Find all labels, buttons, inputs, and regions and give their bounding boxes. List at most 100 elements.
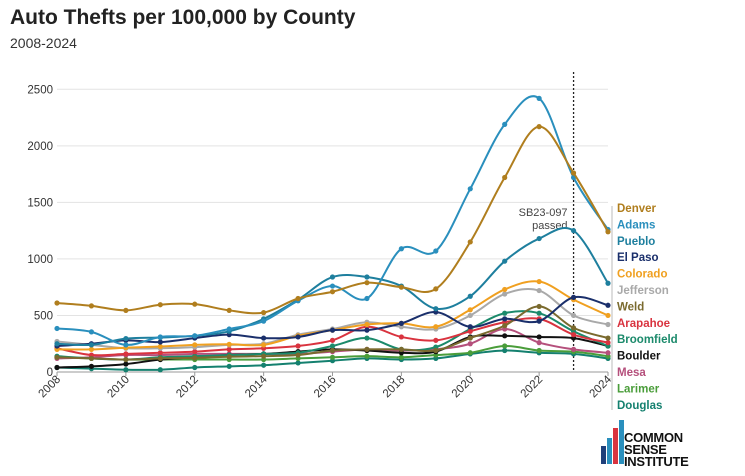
- data-point-douglas: [123, 367, 129, 373]
- logo-line-3: INSTITUTE: [624, 454, 689, 469]
- data-point-adams: [364, 295, 370, 302]
- data-point-denver: [536, 124, 542, 130]
- data-point-arapahoe: [433, 337, 439, 343]
- data-point-adams: [157, 334, 163, 340]
- data-point-denver: [364, 280, 370, 286]
- data-point-el-paso: [605, 302, 611, 308]
- data-point-boulder: [123, 361, 129, 367]
- data-point-pueblo: [54, 341, 60, 347]
- data-point-adams: [329, 283, 336, 289]
- data-point-arapahoe: [295, 343, 301, 349]
- data-point-boulder: [54, 364, 60, 371]
- data-point-colorado: [467, 307, 473, 313]
- data-point-larimer: [502, 343, 508, 349]
- data-point-weld: [261, 353, 267, 359]
- data-point-jefferson: [570, 312, 577, 319]
- data-point-arapahoe: [329, 337, 336, 343]
- data-point-adams: [502, 121, 508, 127]
- x-tick-label: 2022: [519, 374, 546, 401]
- data-point-boulder: [536, 334, 542, 340]
- data-point-el-paso: [329, 327, 336, 333]
- data-point-adams: [261, 318, 267, 324]
- data-point-weld: [467, 335, 473, 341]
- data-point-denver: [54, 300, 60, 306]
- data-point-denver: [605, 229, 611, 235]
- data-point-pueblo: [329, 274, 336, 280]
- data-point-denver: [261, 310, 267, 316]
- data-point-arapahoe: [398, 334, 404, 340]
- data-point-larimer: [329, 354, 336, 360]
- data-point-douglas: [192, 364, 198, 371]
- data-point-boulder: [88, 363, 95, 369]
- x-tick-label: 2016: [312, 374, 339, 401]
- data-point-adams: [398, 246, 404, 252]
- data-point-douglas: [261, 362, 267, 368]
- y-tick-label: 2000: [27, 141, 53, 153]
- data-point-colorado: [605, 312, 611, 319]
- data-point-pueblo: [433, 306, 439, 312]
- series-el-paso: [54, 294, 611, 349]
- data-point-weld: [123, 356, 129, 363]
- data-point-el-paso: [261, 335, 267, 341]
- x-tick-label: 2020: [450, 374, 477, 401]
- y-tick-label: 0: [47, 367, 53, 379]
- data-point-colorado: [433, 324, 439, 330]
- data-point-colorado: [157, 343, 163, 350]
- data-point-larimer: [536, 347, 542, 354]
- data-point-pueblo: [364, 274, 370, 280]
- y-tick-label: 500: [34, 310, 53, 322]
- data-point-el-paso: [502, 316, 508, 322]
- data-point-el-paso: [398, 320, 404, 326]
- data-point-denver: [123, 307, 129, 313]
- data-point-adams: [88, 329, 95, 335]
- data-point-colorado: [261, 342, 267, 348]
- data-point-pueblo: [88, 342, 95, 348]
- data-point-jefferson: [536, 287, 542, 294]
- data-point-adams: [433, 248, 439, 254]
- x-tick-label: 2018: [381, 374, 408, 401]
- legend-item-douglas: Douglas: [617, 400, 662, 412]
- x-tick-label: 2024: [588, 373, 615, 400]
- data-point-weld: [502, 323, 508, 329]
- data-point-adams: [54, 325, 60, 332]
- data-point-denver: [433, 286, 439, 292]
- chart-title: Auto Thefts per 100,000 by County: [10, 6, 356, 29]
- data-point-el-paso: [467, 324, 473, 330]
- data-point-el-paso: [364, 327, 370, 333]
- data-point-denver: [192, 301, 198, 307]
- annotation-label-line-1: SB23-097: [519, 207, 568, 219]
- y-axis: 0 500 1000 1500 2000 2500: [27, 84, 53, 379]
- logo-line-2: SENSE: [624, 442, 667, 457]
- data-point-adams: [536, 95, 542, 101]
- data-point-denver: [570, 170, 577, 176]
- data-point-el-paso: [157, 339, 163, 345]
- data-point-weld: [329, 347, 336, 354]
- logo-line-1: COMMON: [624, 430, 683, 445]
- legend-item-el-paso: El Paso: [617, 252, 659, 264]
- data-point-douglas: [157, 367, 163, 373]
- data-point-colorado: [364, 321, 370, 328]
- legend-item-broomfield: Broomfield: [617, 334, 678, 346]
- data-point-mesa: [605, 350, 611, 356]
- data-point-arapahoe: [157, 350, 163, 356]
- legend-item-colorado: Colorado: [617, 269, 667, 281]
- legend-item-denver: Denver: [617, 203, 657, 215]
- data-point-arapahoe: [123, 351, 129, 357]
- data-point-adams: [226, 326, 232, 332]
- data-point-arapahoe: [467, 328, 473, 334]
- data-point-denver: [329, 289, 336, 295]
- data-point-denver: [88, 303, 95, 309]
- data-point-denver: [467, 239, 473, 245]
- data-point-jefferson: [502, 291, 508, 297]
- data-point-pueblo: [570, 228, 577, 234]
- data-point-mesa: [536, 340, 542, 346]
- data-point-denver: [398, 284, 404, 290]
- y-tick-label: 2500: [27, 84, 53, 96]
- legend-item-mesa: Mesa: [617, 367, 646, 379]
- y-tick-label: 1000: [27, 254, 53, 266]
- legend-item-boulder: Boulder: [617, 351, 661, 363]
- data-point-pueblo: [605, 280, 611, 286]
- data-point-weld: [536, 303, 542, 310]
- data-point-douglas: [226, 363, 232, 369]
- data-point-colorado: [502, 286, 508, 293]
